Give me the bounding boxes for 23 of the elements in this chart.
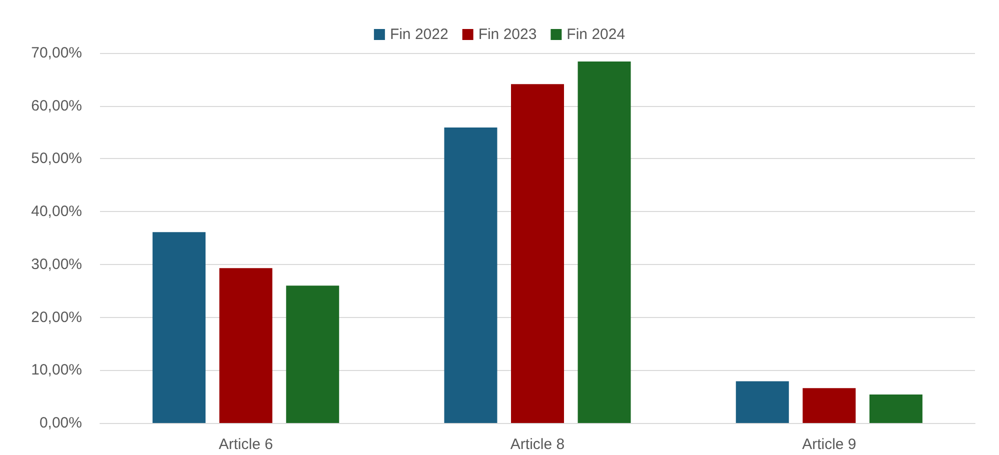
bar: [444, 128, 498, 423]
bar: [286, 286, 340, 423]
x-tick-label: Article 9: [802, 436, 856, 453]
y-tick-label: 10,00%: [31, 362, 82, 379]
legend-label: Fin 2023: [478, 26, 537, 43]
x-tick-label: Article 8: [510, 436, 565, 453]
legend-label: Fin 2022: [390, 26, 448, 43]
y-tick-label: 30,00%: [31, 256, 82, 273]
bar: [869, 394, 922, 423]
y-tick-label: 60,00%: [31, 97, 82, 114]
y-tick-label: 0,00%: [39, 414, 82, 432]
y-tick-label: 70,00%: [31, 44, 82, 62]
bar: [802, 388, 856, 423]
y-tick-label: 50,00%: [31, 150, 82, 168]
bar: [511, 84, 564, 423]
y-tick-label: 20,00%: [31, 308, 82, 326]
y-tick-label: 40,00%: [31, 203, 82, 220]
bar: [219, 268, 272, 423]
legend-label: Fin 2024: [566, 26, 626, 43]
bar: [736, 381, 789, 423]
x-tick-label: Article 6: [218, 436, 273, 453]
bar: [152, 232, 206, 423]
bar: [578, 61, 631, 423]
